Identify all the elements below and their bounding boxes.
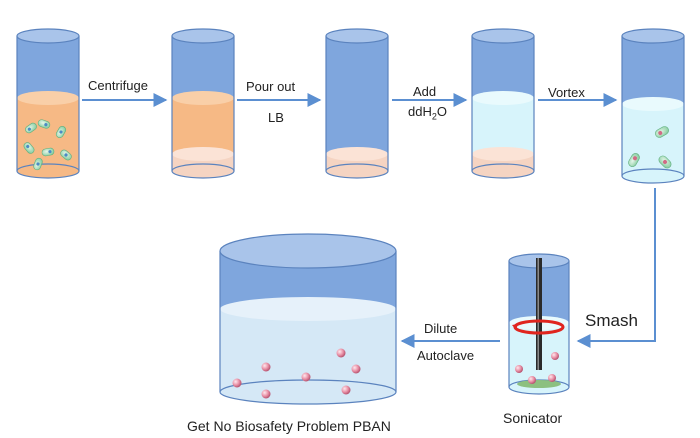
label-ddh2o-prefix: ddH — [408, 104, 432, 119]
lysed-cells — [515, 352, 559, 384]
tube-water-added — [471, 28, 535, 179]
label-ddh2o-subscript: 2 — [431, 111, 437, 122]
label-lb: LB — [268, 110, 284, 125]
label-ddh2o-suffix: O — [436, 104, 447, 119]
label-pour-out: Pour out — [246, 79, 296, 94]
label-ddh2o: ddH2O — [408, 104, 447, 125]
pban-particles — [232, 348, 361, 399]
caption-final-product: Get No Biosafety Problem PBAN — [187, 418, 391, 434]
tube-sonicator — [508, 253, 570, 395]
vessel-final-product — [219, 233, 397, 405]
caption-sonicator: Sonicator — [503, 410, 563, 426]
sediment — [517, 380, 561, 388]
sonicator-probe — [536, 258, 542, 370]
label-smash: Smash — [585, 311, 638, 330]
label-dilute: Dilute — [424, 321, 458, 336]
tube-vortexed — [621, 28, 685, 184]
arrow-smash — [576, 188, 656, 348]
tube-centrifuged — [171, 28, 235, 179]
tube-pellet-only — [325, 28, 389, 179]
label-add: Add — [413, 84, 437, 99]
label-vortex: Vortex — [548, 85, 585, 100]
bacteria-cluster — [23, 119, 72, 171]
label-centrifuge: Centrifuge — [88, 78, 148, 93]
rotation-ring-icon — [512, 319, 565, 335]
label-autoclave: Autoclave — [417, 348, 475, 363]
resuspended-bacteria — [628, 126, 672, 169]
tube-culture — [16, 28, 80, 179]
